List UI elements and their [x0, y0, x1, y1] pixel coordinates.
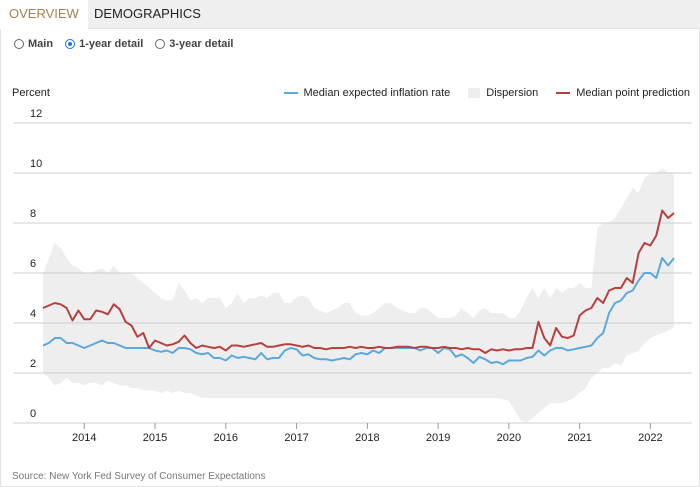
- radio-button-checked[interactable]: [65, 39, 76, 49]
- radio-label: 3-year detail: [169, 38, 234, 50]
- legend-label: Median point prediction: [576, 87, 690, 99]
- y-tick-label: 10: [30, 158, 42, 170]
- radio-1-year-detail[interactable]: 1-year detail: [65, 38, 143, 50]
- y-tick-label: 4: [30, 308, 36, 320]
- x-tick-label: 2015: [143, 432, 167, 444]
- radio-label: Main: [28, 38, 54, 50]
- median-point-prediction-line: [42, 209, 675, 354]
- x-tick-label: 2019: [426, 432, 450, 444]
- y-tick-label: 6: [30, 258, 36, 270]
- x-tick-label: 2016: [214, 432, 238, 444]
- tab-overview[interactable]: OVERVIEW: [0, 0, 88, 29]
- x-tick-label: 2021: [567, 432, 591, 444]
- y-tick-label: 0: [30, 408, 36, 420]
- legend-label: Dispersion: [486, 87, 539, 99]
- y-tick-label: 8: [30, 208, 36, 220]
- legend-swatch: [556, 92, 571, 94]
- view-radio-group: Main 1-year detail 3-year detail: [14, 38, 233, 50]
- x-tick-label: 2017: [284, 432, 308, 444]
- dispersion-band: [43, 168, 674, 423]
- radio-label: 1-year detail: [79, 38, 144, 50]
- legend-swatch: [468, 88, 481, 98]
- legend-item-median[interactable]: Median expected inflation rate: [283, 87, 451, 99]
- radio-main[interactable]: Main: [14, 38, 53, 50]
- x-tick-label: 2014: [72, 432, 96, 444]
- source-note: Source: New York Fed Survey of Consumer …: [12, 471, 266, 482]
- x-tick-label: 2022: [638, 432, 662, 444]
- radio-button[interactable]: [14, 39, 24, 49]
- x-tick-label: 2020: [497, 432, 521, 444]
- legend-item-point[interactable]: Median point prediction: [556, 87, 690, 99]
- tab-bar: OVERVIEW DEMOGRAPHICS: [0, 0, 700, 29]
- tab-demographics[interactable]: DEMOGRAPHICS: [94, 6, 201, 21]
- legend-swatch: [283, 92, 298, 94]
- y-tick-label: 12: [30, 108, 42, 120]
- x-tick-label: 2018: [355, 432, 379, 444]
- legend-item-dispersion[interactable]: Dispersion: [468, 87, 538, 99]
- radio-button[interactable]: [155, 39, 166, 49]
- legend-label: Median expected inflation rate: [303, 87, 451, 99]
- y-axis-title: Percent: [12, 87, 50, 99]
- radio-3-year-detail[interactable]: 3-year detail: [155, 38, 233, 50]
- legend: Median expected inflation rate Dispersio…: [283, 87, 690, 99]
- y-tick-label: 2: [30, 358, 36, 370]
